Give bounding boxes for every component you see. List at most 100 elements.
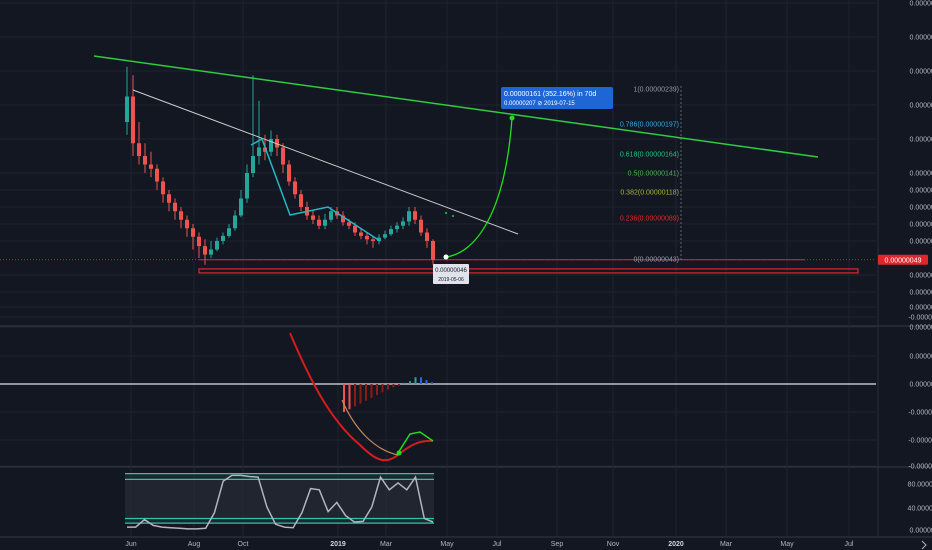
macd-histogram-bar (392, 384, 395, 388)
candle-body (155, 168, 159, 182)
candle-body (299, 194, 303, 207)
scroll-right-icon[interactable] (921, 540, 927, 550)
price-axis-label: 0.00000260 (910, 69, 932, 76)
candle-body (389, 229, 393, 235)
rsi-axis[interactable]: 80.00000000 40.00000000 0.00000000 (908, 482, 932, 535)
macd-axis-label: -0.00000015 (908, 464, 932, 471)
candle-body (149, 164, 153, 169)
candle-body (245, 173, 249, 199)
macd-histogram-bar (425, 380, 428, 384)
time-axis-label: May (440, 541, 454, 548)
callout-line2: 0.00000207 ⊘ 2019-07-15 (504, 101, 575, 107)
macd-histogram-bar (365, 384, 367, 401)
current-price-label: 0.00000049 (885, 258, 922, 265)
candle-body (287, 164, 291, 182)
candle-body (419, 219, 423, 233)
time-axis-label: Jun (125, 541, 136, 548)
candle-body (329, 211, 333, 220)
candle-body (263, 147, 267, 152)
low-marker-date: 2019-05-06 (438, 277, 464, 283)
candle-body (143, 156, 147, 165)
callout-line1: 0.00000161 (352.16%) in 70d (504, 91, 596, 98)
time-axis-label: Oct (238, 541, 249, 548)
macd-axis[interactable]: 0.00000010 0.00000005 0.00000000 -0.0000000… (908, 325, 932, 471)
candle-body (407, 211, 411, 222)
candle-body (341, 215, 345, 223)
rsi-axis-label: 80.00000000 (908, 482, 932, 489)
macd-histogram-bar (420, 377, 422, 384)
price-axis[interactable]: 0.00000340 0.00000300 0.00000260 0.00000220… (878, 1, 932, 322)
price-pane[interactable]: 1(0.00000239) 0.786(0.00000197) 0.618(0.00… (0, 55, 876, 274)
macd-line (289, 332, 434, 462)
candle-body (275, 139, 279, 148)
candle-body (377, 237, 381, 241)
cyan-pattern-line (250, 137, 381, 242)
current-price-badge (878, 254, 928, 265)
price-axis-label: 0.00000340 (910, 1, 932, 8)
macd-histogram-bar (403, 382, 406, 384)
time-axis-label: 2019 (330, 541, 346, 548)
macd-axis-label: 0.00000000 (910, 382, 932, 389)
annotation-layer: 0.00000161 (352.16%) in 70d 0.00000207 ⊘ … (433, 87, 613, 284)
signal-line (341, 399, 399, 456)
candle-body (131, 96, 135, 144)
rsi-band-fill (125, 473, 434, 524)
candle-body (347, 222, 351, 226)
candle-body (191, 228, 195, 237)
macd-pane[interactable] (0, 332, 876, 462)
candle-body (167, 194, 171, 203)
candle-body (371, 239, 375, 241)
macd-axis-label: -0.00000010 (908, 438, 932, 445)
price-axis-label: 0.00000100 (910, 205, 932, 212)
macd-histogram-bar (376, 384, 378, 396)
macd-axis-label: 0.00000005 (910, 354, 932, 361)
price-axis-label: 0.00000020 (910, 290, 932, 297)
candle-body (173, 202, 177, 212)
macd-projection (397, 431, 434, 454)
macd-histogram-bar (398, 384, 400, 386)
candle-body (383, 234, 387, 238)
dot-marker (445, 212, 447, 214)
fib-level-label: 0(0.00000043) (633, 257, 679, 264)
macd-histogram-bar (359, 384, 362, 404)
time-axis-label: Jul (493, 541, 502, 548)
time-axis-label: Mar (720, 541, 733, 548)
projection-curve (445, 117, 513, 258)
candle-body (185, 219, 189, 229)
candle-body (197, 236, 201, 247)
candle-body (251, 156, 255, 173)
fib-level-label: 0.618(0.00000164) (620, 152, 679, 159)
low-marker-box (433, 264, 469, 284)
candle-body (161, 181, 165, 195)
candle-body (365, 235, 369, 240)
candle-body (353, 225, 357, 233)
price-axis-label: 0.00000220 (910, 103, 932, 110)
candle-body (359, 232, 363, 236)
candle-body (209, 249, 213, 255)
price-axis-label: 0.00000000 (910, 305, 932, 312)
time-axis-label: Mar (380, 541, 393, 548)
macd-axis-label: -0.00000005 (908, 410, 932, 417)
time-axis[interactable]: Jun Aug Oct 2019 Mar May Jul Sep Nov 2020 Mar May Ju… (125, 540, 927, 550)
price-axis-label: 0.00000120 (910, 188, 932, 195)
price-axis-label: 0.00000180 (910, 137, 932, 144)
candle-body (137, 143, 141, 156)
macd-histogram-bar (387, 384, 389, 390)
rsi-axis-label: 40.00000000 (908, 506, 932, 513)
macd-histogram-bar (414, 377, 417, 384)
candle-body (431, 241, 435, 260)
candle-body (125, 96, 129, 122)
candle-body (239, 198, 243, 216)
price-axis-label: 0.00000060 (910, 239, 932, 246)
price-axis-label: 0.00000080 (910, 222, 932, 229)
fib-level-label: 0.786(0.00000197) (620, 122, 679, 129)
macd-histogram-bar (409, 381, 411, 384)
candle-body (311, 215, 315, 220)
rsi-pane[interactable] (125, 473, 434, 530)
price-axis-label: 0.00000140 (910, 171, 932, 178)
candle-body (281, 147, 285, 165)
macd-histogram-bar (431, 382, 433, 384)
macd-cross-marker (396, 450, 402, 456)
macd-histogram-bar (370, 384, 373, 398)
